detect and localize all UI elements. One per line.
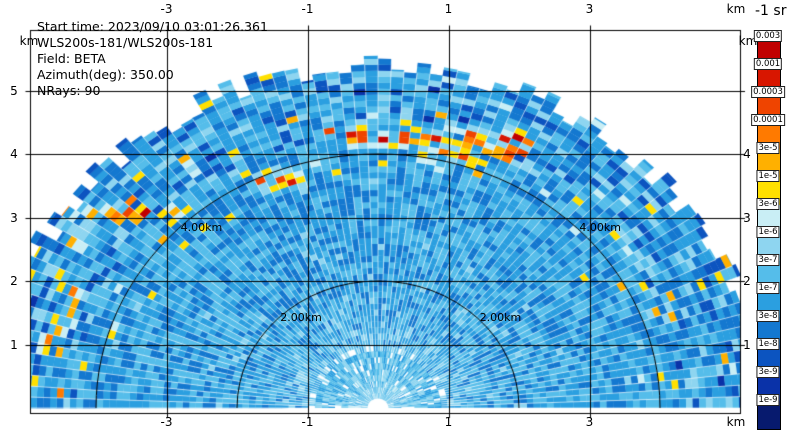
scan-device: WLS200s-181/WLS200s-181	[37, 35, 214, 50]
colorbar-segment	[758, 317, 780, 345]
colorbar-segment	[758, 401, 780, 429]
colorbar-segment	[758, 121, 780, 149]
colorbar-segment	[758, 233, 780, 261]
scan-field: Field: BETA	[37, 51, 106, 66]
colorbar-segment	[758, 261, 780, 289]
colorbar-segment	[758, 205, 780, 233]
colorbar-segment	[758, 149, 780, 177]
scan-start-time: Start time: 2023/09/10 03:01:26.361	[37, 19, 268, 34]
colorbar-segment	[758, 37, 780, 65]
colorbar-segment	[758, 373, 780, 401]
colorbar	[757, 36, 781, 430]
scan-azimuth: Azimuth(deg): 350.00	[37, 67, 174, 82]
colorbar-segment	[758, 93, 780, 121]
scan-info: Start time: 2023/09/10 03:01:26.361 WLS2…	[37, 19, 268, 99]
scan-nrays: NRays: 90	[37, 83, 101, 98]
colorbar-segment	[758, 289, 780, 317]
colorbar-unit-label: -1 sr	[755, 3, 787, 19]
colorbar-segment	[758, 65, 780, 93]
colorbar-segment	[758, 177, 780, 205]
colorbar-segment	[758, 345, 780, 373]
